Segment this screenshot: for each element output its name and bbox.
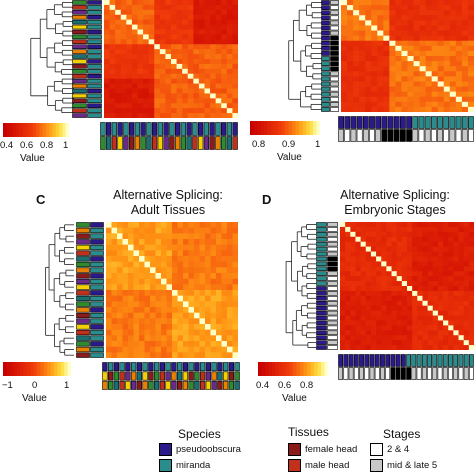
legend-item-species: miranda <box>159 459 210 472</box>
color-scale-d <box>258 362 328 376</box>
scale-tick: 0.8 <box>300 380 314 391</box>
legend-item-stage: 2 & 4 <box>370 443 409 456</box>
legend-label: miranda <box>176 460 211 471</box>
annotation-columns-a <box>72 0 102 118</box>
scale-label-d: Value <box>282 393 307 404</box>
panel-title-c: Alternative Splicing: Adult Tissues <box>88 188 248 218</box>
dendrogram-a <box>30 1 74 114</box>
legend-label: 2 & 4 <box>387 444 410 455</box>
legend-item-species: pseudoobscura <box>159 443 241 456</box>
panel-title-line: Alternative Splicing: <box>113 188 223 202</box>
legend-swatch <box>159 443 172 456</box>
panel-letter-d: D <box>262 192 272 207</box>
color-scale-a <box>3 123 69 137</box>
scale-tick: 1 <box>315 139 321 150</box>
dendrogram-d <box>285 224 316 348</box>
annotation-rows-c <box>102 362 240 390</box>
heatmap-b <box>341 0 474 112</box>
panel-title-line: Embryonic Stages <box>344 203 446 217</box>
scale-label-b: Value <box>277 152 302 163</box>
legend-label: pseudoobscura <box>176 444 241 455</box>
legend-title-stages: Stages <box>383 427 421 441</box>
annotation-rows-b <box>338 116 474 142</box>
scale-tick: 0.8 <box>40 140 54 151</box>
dendrogram-b <box>288 2 322 110</box>
scale-ticks-a: 0.4 0.6 0.8 1 <box>0 140 75 152</box>
annotation-columns-d <box>316 222 338 350</box>
panel-title-line: Alternative Splicing: <box>340 188 450 202</box>
scale-tick: 0.4 <box>256 380 270 391</box>
dendrogram-c <box>45 224 74 356</box>
legend-swatch <box>288 443 301 456</box>
heatmap-c <box>106 222 238 358</box>
scale-tick: 0.6 <box>278 380 292 391</box>
heatmap-a <box>104 0 238 118</box>
annotation-columns-c <box>76 222 104 358</box>
scale-tick: 0.4 <box>0 140 14 151</box>
scale-tick: 0.8 <box>252 139 266 150</box>
legend-label: female head <box>305 444 358 455</box>
scale-label-c: Value <box>22 393 47 404</box>
legend-item-tissue: male head <box>288 459 349 472</box>
scale-ticks-d: 0.4 0.6 0.8 <box>256 380 336 392</box>
scale-tick: −1 <box>2 380 13 391</box>
legend-item-stage: mid & late 5 <box>370 459 437 472</box>
panel-title-d: Alternative Splicing: Embryonic Stages <box>315 188 474 218</box>
color-scale-c <box>3 362 71 376</box>
scale-tick: 1 <box>63 140 69 151</box>
legend-title-tissues: Tissues <box>288 425 329 439</box>
legend-label: mid & late 5 <box>387 460 438 471</box>
legend-swatch <box>288 459 301 472</box>
legend-title-species: Species <box>178 427 221 441</box>
annotation-rows-d <box>338 354 474 380</box>
scale-tick: 0.6 <box>20 140 34 151</box>
legend-swatch <box>370 443 383 456</box>
panel-title-line: Adult Tissues <box>130 203 206 217</box>
annotation-rows-a <box>100 122 238 150</box>
scale-label-a: Value <box>20 153 45 164</box>
scale-tick: 0 <box>32 380 38 391</box>
scale-tick: 0.9 <box>282 139 296 150</box>
legend-item-tissue: female head <box>288 443 357 456</box>
panel-letter-c: C <box>36 192 46 207</box>
legend-swatch <box>370 459 383 472</box>
color-scale-b <box>250 121 320 135</box>
legend-label: male head <box>305 460 350 471</box>
annotation-columns-b <box>321 0 339 112</box>
scale-ticks-c: −1 0 1 <box>2 380 77 392</box>
legend-swatch <box>159 459 172 472</box>
scale-tick: 1 <box>64 380 70 391</box>
scale-ticks-b: 0.8 0.9 1 <box>252 139 327 151</box>
heatmap-d <box>340 222 474 350</box>
